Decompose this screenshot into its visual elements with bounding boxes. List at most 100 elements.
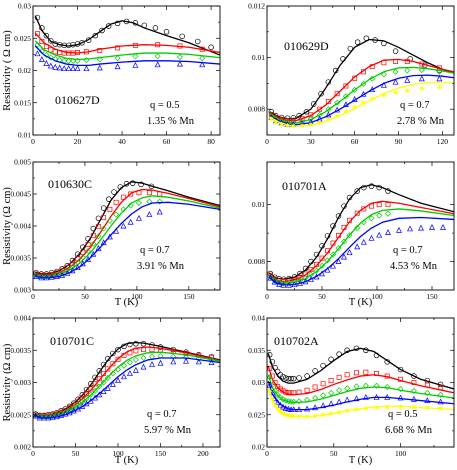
data-point: [276, 279, 283, 286]
data-point: [361, 184, 367, 191]
x-tick-label: 150: [426, 292, 438, 301]
x-tick-label: 90: [395, 137, 403, 146]
x-tick-label: 60: [351, 137, 359, 146]
data-point: [307, 116, 314, 122]
data-point: [146, 190, 152, 196]
q-annotation: q = 0.7: [140, 245, 170, 256]
data-point: [43, 273, 50, 280]
data-point: [83, 57, 90, 64]
series-line-blue: [268, 216, 454, 286]
data-point: [267, 389, 273, 394]
data-point: [407, 225, 413, 232]
data-point: [334, 91, 340, 97]
data-point: [325, 117, 331, 122]
data-point: [308, 267, 314, 272]
data-point: [290, 398, 297, 405]
data-point: [120, 362, 127, 369]
data-point: [361, 100, 366, 106]
data-point: [120, 222, 127, 229]
q-annotation: q = 0.5: [150, 100, 180, 111]
data-point: [69, 267, 76, 274]
data-point: [297, 280, 303, 286]
data-point: [424, 405, 430, 411]
data-point: [317, 106, 323, 112]
data-point: [325, 248, 330, 254]
data-point: [353, 395, 360, 402]
data-point: [418, 66, 425, 73]
series-line-black: [267, 347, 454, 390]
data-point: [33, 412, 39, 419]
data-point: [64, 269, 71, 276]
data-point: [96, 376, 102, 382]
data-point: [149, 361, 155, 367]
series-line-red: [34, 346, 220, 417]
data-point: [404, 76, 411, 83]
y-tick-label: 0.01: [18, 131, 31, 140]
data-point: [302, 278, 309, 285]
data-point: [354, 188, 360, 194]
x-tick-label: 100: [131, 292, 143, 301]
x-tick-label: 0: [265, 449, 269, 458]
data-point: [34, 41, 41, 48]
data-point: [384, 373, 390, 379]
data-point: [70, 407, 77, 414]
data-point: [49, 413, 56, 420]
data-point: [43, 274, 50, 281]
data-point: [156, 198, 163, 205]
data-point: [267, 274, 274, 281]
data-point: [302, 265, 309, 272]
data-point: [373, 352, 380, 359]
data-point: [436, 75, 443, 82]
data-point: [354, 370, 359, 376]
data-point: [336, 351, 342, 357]
data-point: [369, 75, 376, 82]
data-point: [269, 396, 275, 402]
data-point: [352, 104, 358, 110]
data-point: [344, 372, 350, 378]
series-line-blue: [34, 357, 220, 419]
data-point: [404, 59, 410, 64]
data-point: [429, 224, 435, 230]
data-point: [319, 270, 325, 277]
data-point: [33, 273, 40, 280]
data-point: [48, 272, 55, 279]
data-point: [123, 18, 130, 25]
data-point: [56, 64, 63, 71]
data-point: [273, 119, 279, 125]
data-point: [132, 61, 139, 68]
data-point: [87, 397, 94, 404]
data-point: [296, 112, 302, 119]
data-point: [296, 375, 302, 381]
data-point: [313, 267, 320, 274]
data-point: [392, 48, 399, 54]
y-tick-label: 0.003: [14, 378, 31, 387]
x-axis-label: T (K): [115, 297, 139, 308]
data-point: [106, 217, 113, 224]
data-point: [285, 123, 290, 128]
data-point: [115, 366, 121, 373]
data-point: [92, 32, 99, 39]
series-line-green: [34, 195, 220, 278]
plot-area: [268, 35, 454, 129]
data-point: [80, 249, 86, 255]
data-point: [384, 393, 391, 400]
data-point: [341, 203, 347, 209]
x-tick-label: 0: [31, 292, 35, 301]
data-point: [296, 389, 302, 395]
data-point: [282, 404, 289, 411]
data-point: [380, 71, 387, 78]
data-point: [96, 64, 103, 71]
data-point: [195, 355, 202, 362]
data-point: [317, 120, 322, 126]
data-point: [385, 210, 391, 217]
data-point: [113, 199, 119, 205]
data-point: [106, 233, 113, 240]
data-point: [100, 361, 107, 368]
data-point: [79, 254, 86, 261]
data-point: [352, 75, 358, 81]
data-point: [135, 214, 142, 221]
data-point: [96, 368, 103, 374]
data-point: [396, 226, 402, 233]
data-point: [363, 369, 369, 375]
data-point: [58, 412, 65, 418]
